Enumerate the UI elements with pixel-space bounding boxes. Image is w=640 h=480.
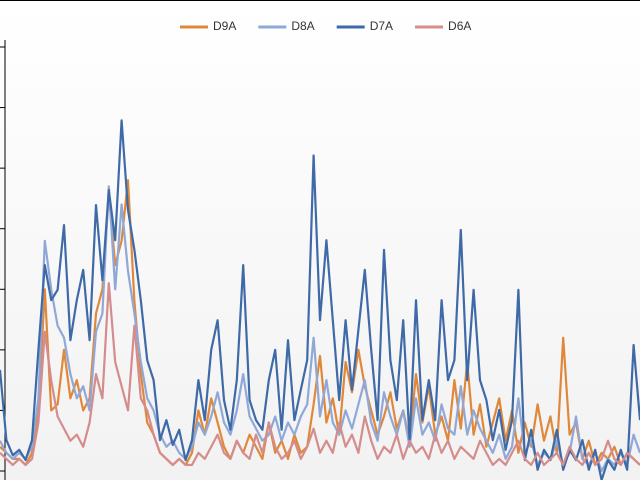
series-line: [0, 119, 640, 480]
legend-label: D8A: [291, 19, 314, 33]
legend-label: D7A: [370, 19, 393, 33]
legend-label: D9A: [213, 19, 236, 33]
series-line: [0, 282, 640, 467]
plot-area: [0, 46, 640, 480]
legend: D9A D8A D7A D6A: [180, 19, 471, 33]
legend-label: D6A: [448, 19, 471, 33]
